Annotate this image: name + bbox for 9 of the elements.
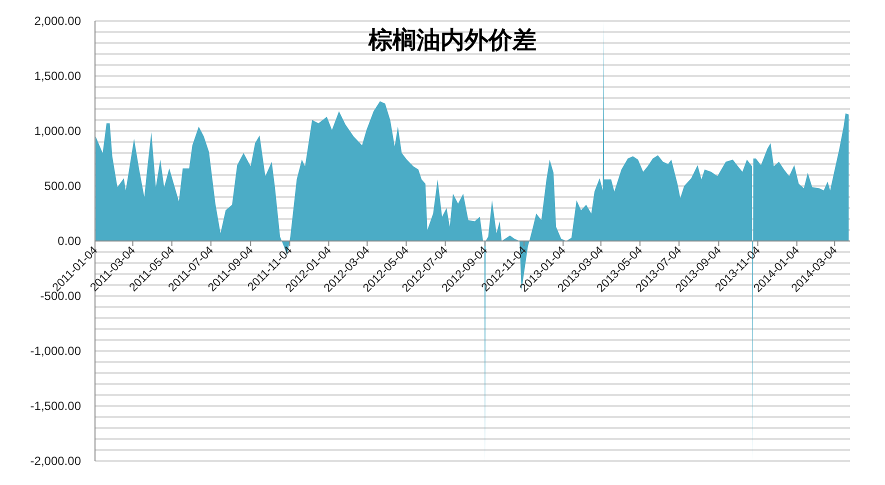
y-tick-label: 2,000.00 [34,14,82,28]
y-tick-label: -2,000.00 [30,454,82,468]
y-tick-label: -1,500.00 [30,399,82,413]
y-tick-label: 0.00 [58,234,82,248]
y-tick-label: 1,500.00 [34,69,82,83]
chart-title: 棕榈油内外价差 [368,27,536,54]
y-tick-label: 500.00 [44,179,82,193]
y-tick-label: 1,000.00 [34,124,82,138]
y-tick-label: -1,000.00 [30,344,82,358]
